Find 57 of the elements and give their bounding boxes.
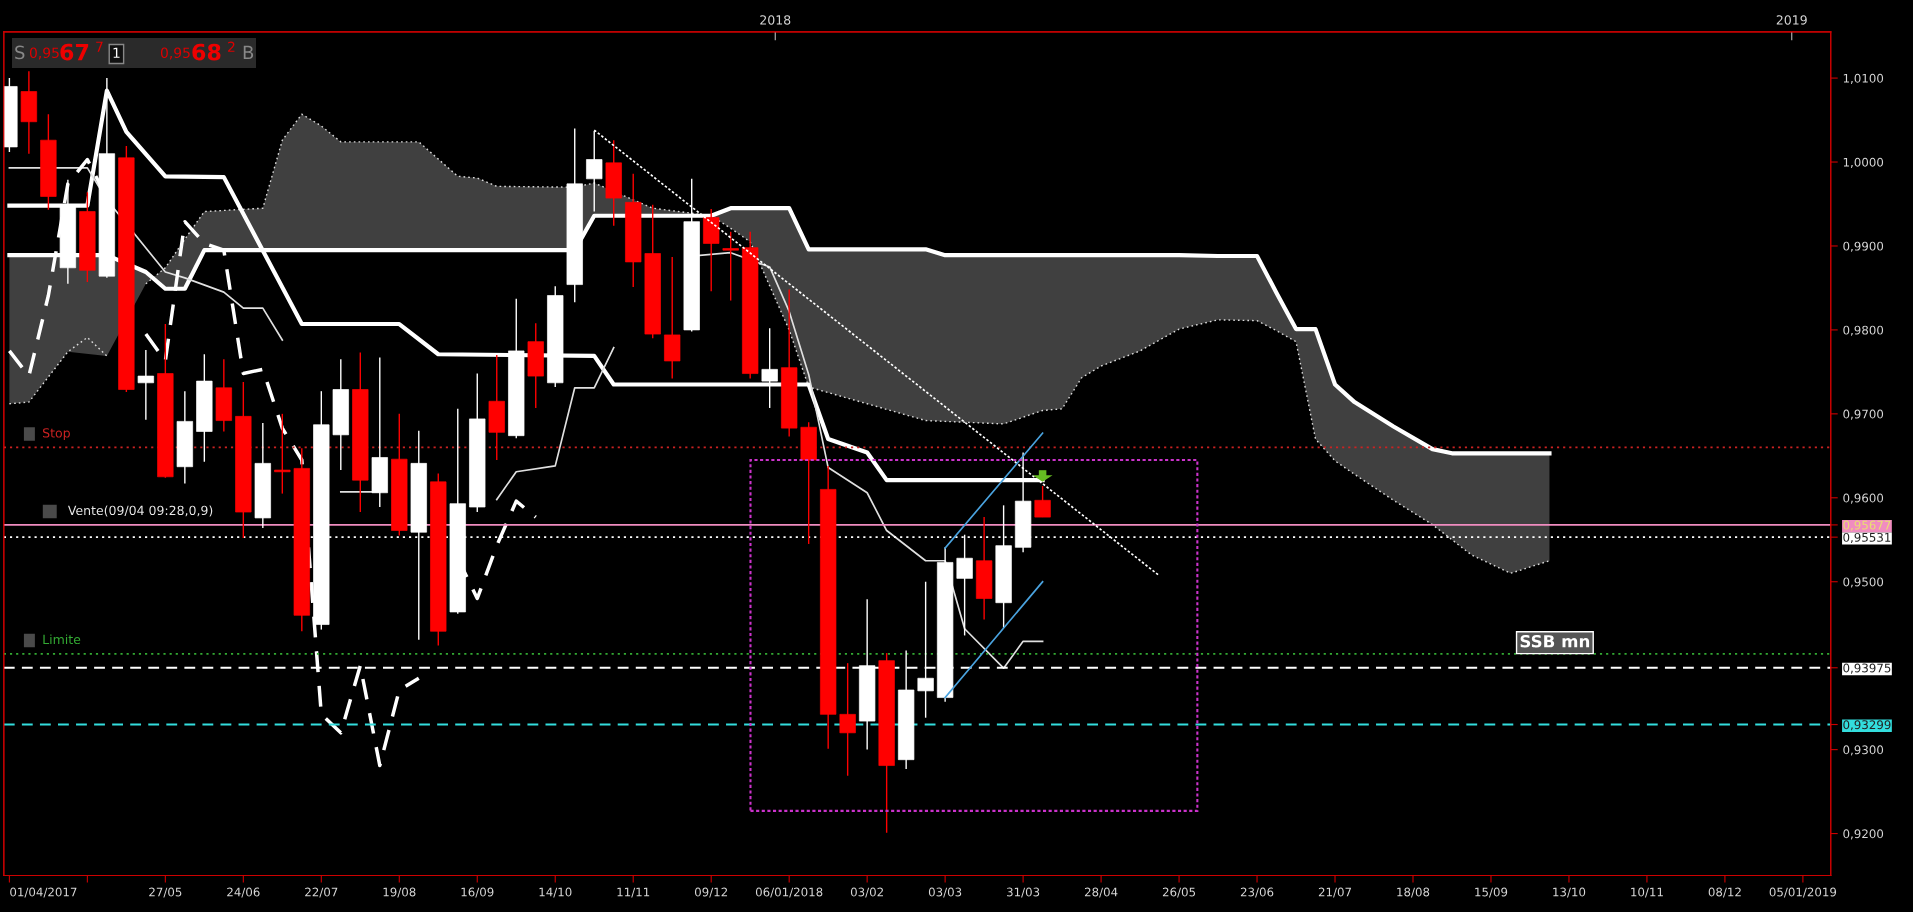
y-tick-label: 0,9600: [1843, 493, 1884, 504]
x-tick-label: 03/03: [928, 887, 962, 898]
y-tick-label: 0,9200: [1843, 829, 1884, 840]
candlestick: [1034, 485, 1051, 518]
x-tick-label: 09/12: [694, 887, 728, 898]
annotation: B: [243, 45, 254, 59]
x-tick-label: 13/10: [1553, 887, 1586, 898]
y-tick-label: 1,0100: [1843, 73, 1884, 84]
annotation: 0,95: [160, 47, 190, 60]
x-tick-label: 08/12: [1708, 887, 1741, 898]
candlestick: [722, 231, 739, 302]
x-tick-label: 18/08: [1397, 887, 1430, 898]
x-tick-label: 15/09: [1475, 887, 1508, 898]
x-tick-label: 22/07: [305, 887, 338, 898]
x-tick-label: 14/10: [539, 887, 572, 898]
annotation: 2: [228, 41, 235, 52]
x-tick-label: 16/09: [461, 887, 494, 898]
x2-tick-label: 2018: [760, 15, 791, 25]
x-tick-label: 27/05: [149, 887, 182, 898]
x-tick-label: 31/03: [1007, 887, 1040, 898]
x-tick-label: 11/11: [617, 887, 650, 898]
x-tick-label: 03/02: [850, 887, 883, 898]
x-tick-label: 01/04/2017: [10, 887, 77, 898]
annotation: SSB mn: [1520, 634, 1590, 648]
y-tick-label: 0,9900: [1843, 241, 1884, 252]
y-tick-label: 0,9300: [1843, 745, 1884, 756]
ref-line-label: Limite: [43, 634, 81, 645]
candlestick: [274, 413, 291, 495]
annotation: 68: [192, 43, 221, 61]
y-tick-label: 0,95531: [1843, 532, 1891, 544]
y-tick-label: 1,0000: [1843, 157, 1884, 168]
ref-line-label: Stop: [43, 428, 70, 441]
y-tick-label: 0,9500: [1843, 577, 1884, 588]
y-tick-label: 0,9800: [1843, 325, 1884, 336]
annotation: 7: [96, 41, 103, 52]
y-tick-label: 0,93975: [1843, 663, 1891, 674]
y-tick-label: 0,93299: [1843, 720, 1891, 731]
x-tick-label: 10/11: [1631, 887, 1663, 898]
x-tick-label: 28/04: [1084, 887, 1118, 898]
x-tick-label: 05/01/2019: [1769, 887, 1837, 898]
annotation: 0,95: [29, 47, 59, 60]
candlestick: [761, 327, 778, 409]
annotation: 67: [60, 43, 89, 61]
candlestick: [137, 349, 155, 421]
x2-tick-label: 2019: [1776, 15, 1807, 25]
annotation: 1: [113, 47, 120, 58]
y-tick-label: 0,95677: [1843, 520, 1891, 531]
annotation: S: [15, 45, 25, 60]
x-tick-label: 19/08: [383, 887, 416, 898]
candlestick: [839, 662, 856, 777]
x-tick-label: 21/07: [1318, 887, 1352, 898]
y-tick-label: 0,9700: [1843, 409, 1884, 420]
x-tick-label: 06/01/2018: [755, 887, 823, 898]
x-tick-label: 26/05: [1162, 887, 1196, 898]
annotation: Vente(09/04 09:28,0,9): [67, 505, 213, 517]
x-tick-label: 23/06: [1240, 887, 1274, 898]
x-tick-label: 24/06: [227, 887, 260, 898]
